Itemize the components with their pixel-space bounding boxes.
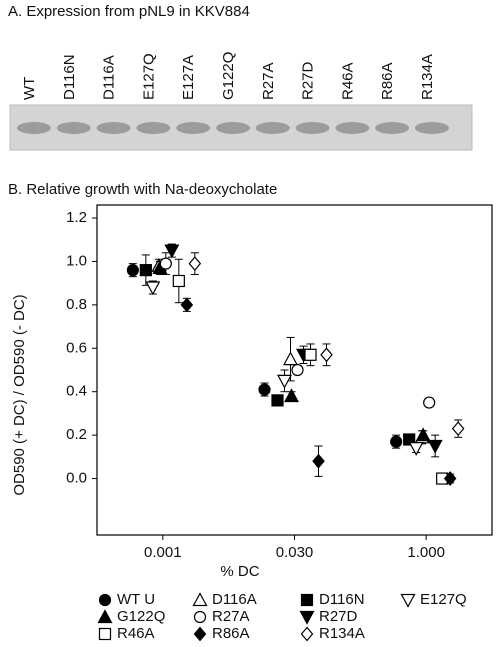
band [335,122,370,134]
x-tick-label: 0.001 [144,544,182,561]
marker [271,394,284,407]
marker [282,351,299,366]
blot [9,104,473,151]
marker [192,592,208,607]
lane-label: R46A [339,62,356,100]
y-tick-label: 0.2 [66,426,87,443]
marker [126,264,139,277]
lane-label: D116A [101,55,118,100]
legend-item: D116A [192,591,257,608]
legend-label: D116N [319,591,365,608]
marker [98,593,112,607]
band [216,122,250,134]
marker [97,609,113,624]
legend-item: R134A [300,625,365,642]
marker [139,264,152,277]
band [375,122,410,134]
legend-item: R46A [98,625,155,642]
legend-label: R134A [319,625,365,642]
marker [300,626,314,642]
marker [188,256,202,272]
y-tick-label: 1.2 [66,209,87,226]
marker [180,297,194,313]
marker [443,471,457,486]
marker [291,363,304,377]
lane-label: G122Q [220,52,237,100]
legend-item: R27A [193,608,250,625]
legend-item: R86A [193,625,250,642]
marker [451,421,465,437]
lane-label: R27A [260,62,277,100]
y-axis-label: OD590 (+ DC) / OD590 (- DC) [11,294,28,495]
x-axis-label: % DC [220,563,259,580]
lane-label: R134A [419,54,436,100]
marker [283,388,300,403]
marker [159,257,172,270]
lane-label: WT [21,77,38,100]
marker [408,442,424,456]
lane-label: D116N [61,54,78,100]
panel-a-title: A. Expression from pNL9 in KKV884 [8,3,250,20]
band [136,122,171,134]
lane-label: E127A [180,55,197,100]
marker [98,627,112,641]
marker [415,427,431,442]
legend-label: R86A [212,625,250,642]
marker [320,347,333,363]
x-tick-label: 0.030 [276,544,314,561]
marker [193,610,207,624]
y-tick-label: 0.0 [66,470,87,487]
band [255,122,290,134]
marker [423,396,436,409]
band [176,122,211,134]
marker [145,281,161,296]
panel-b-title: B. Relative growth with Na-deoxycholate [8,181,277,198]
legend-label: WT U [117,591,155,608]
marker [400,593,416,608]
marker [258,383,271,396]
lane-label: R86A [379,62,396,100]
marker [193,626,207,642]
y-tick-label: 1.0 [66,252,87,269]
band [415,122,449,134]
legend-item: E127Q [400,591,467,608]
marker [403,433,416,446]
marker [304,348,317,361]
lane-label: E127Q [140,53,157,100]
legend-label: R46A [117,625,155,642]
band [56,122,91,134]
band [17,122,51,134]
lane-label: R27D [300,61,317,100]
legend-label: G122Q [117,608,165,625]
legend-item: WT U [98,591,155,608]
band [96,122,131,134]
marker [172,274,185,288]
y-tick-label: 0.4 [66,383,87,400]
y-tick-label: 0.6 [66,339,87,356]
legend-item: G122Q [97,608,165,625]
legend-label: E127Q [420,591,467,608]
marker [164,244,180,259]
x-tick-label: 1.000 [407,544,445,561]
marker [312,453,325,469]
marker [390,435,403,448]
legend-item: R27D [299,608,358,625]
y-tick-label: 0.8 [66,296,87,313]
marker [276,374,293,389]
band [295,122,330,134]
marker [300,593,314,607]
marker [427,439,443,454]
legend-label: D116A [212,591,257,608]
legend-label: R27D [319,608,358,625]
legend-item: D116N [300,591,365,608]
legend-label: R27A [212,608,250,625]
marker [299,610,315,625]
